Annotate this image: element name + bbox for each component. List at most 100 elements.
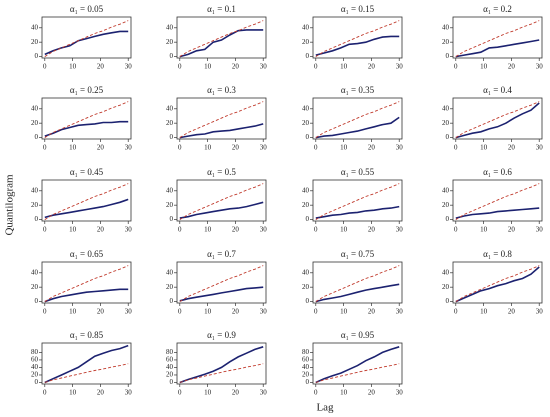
plot-frame [452, 261, 543, 304]
x-tick-label: 30 [396, 226, 404, 234]
x-tick-label: 10 [204, 389, 212, 397]
series-line [44, 344, 129, 384]
x-tick-label: 0 [454, 226, 458, 234]
x-tick-label: 0 [43, 63, 47, 71]
series-line [315, 265, 400, 302]
x-tick-label: 20 [97, 389, 105, 397]
x-tick-label: 0 [178, 389, 182, 397]
x-axis-label: Lag [316, 402, 334, 414]
subplot-title: α₁ = 0.3 [207, 85, 236, 95]
x-tick-label: 30 [536, 144, 544, 152]
series-line [179, 101, 264, 138]
plot-frame [312, 261, 403, 304]
x-tick-label: 10 [340, 63, 348, 71]
y-tick-label: 0 [306, 215, 310, 223]
y-tick-label: 40 [31, 268, 39, 276]
y-tick-label: 20 [302, 371, 310, 379]
series-line [455, 183, 540, 220]
y-tick-label: 20 [302, 283, 310, 291]
y-tick-label: 0 [170, 215, 174, 223]
x-tick-label: 0 [314, 144, 318, 152]
y-tick-label: 40 [442, 186, 450, 194]
x-tick-label: 20 [368, 226, 376, 234]
x-tick-label: 30 [125, 308, 133, 316]
x-tick-label: 0 [43, 226, 47, 234]
x-tick-label: 30 [125, 144, 133, 152]
x-tick-label: 20 [232, 226, 240, 234]
y-tick-label: 0 [170, 52, 174, 60]
y-tick-label: 20 [31, 201, 39, 209]
y-tick-label: 80 [31, 348, 39, 356]
y-tick-label: 40 [166, 23, 174, 31]
x-tick-label: 10 [204, 226, 212, 234]
x-tick-label: 10 [480, 308, 488, 316]
y-tick-label: 0 [306, 378, 310, 386]
x-tick-label: 10 [204, 63, 212, 71]
series-line [315, 205, 400, 219]
y-tick-label: 0 [170, 378, 174, 386]
x-tick-label: 10 [69, 144, 77, 152]
x-tick-label: 30 [260, 389, 268, 397]
x-tick-label: 0 [314, 308, 318, 316]
plot-frame [452, 16, 543, 59]
y-tick-label: 40 [166, 186, 174, 194]
y-tick-label: 40 [302, 104, 310, 112]
subplot-title: α₁ = 0.1 [207, 4, 236, 14]
x-tick-label: 10 [480, 63, 488, 71]
y-tick-label: 40 [31, 23, 39, 31]
x-tick-label: 30 [396, 144, 404, 152]
subplot-title: α₁ = 0.9 [207, 330, 236, 340]
y-tick-label: 60 [31, 356, 39, 364]
x-tick-label: 30 [536, 63, 544, 71]
plot-frame [176, 342, 267, 385]
plot-frame [41, 16, 132, 59]
x-tick-label: 30 [260, 308, 268, 316]
y-tick-label: 0 [170, 133, 174, 141]
x-tick-label: 30 [396, 389, 404, 397]
x-tick-label: 0 [43, 144, 47, 152]
x-tick-label: 20 [97, 226, 105, 234]
x-tick-label: 20 [368, 308, 376, 316]
y-tick-label: 60 [166, 356, 174, 364]
x-tick-label: 30 [125, 389, 133, 397]
x-tick-label: 20 [368, 389, 376, 397]
x-tick-label: 0 [314, 226, 318, 234]
x-tick-label: 20 [508, 63, 516, 71]
subplot-title: α₁ = 0.55 [341, 167, 375, 177]
series-line [179, 183, 264, 220]
y-tick-label: 0 [35, 133, 39, 141]
subplot-title: α₁ = 0.45 [70, 167, 104, 177]
plot-frame [176, 16, 267, 59]
y-tick-label: 20 [31, 371, 39, 379]
y-tick-label: 0 [446, 297, 450, 305]
y-tick-label: 0 [306, 133, 310, 141]
y-tick-label: 0 [446, 215, 450, 223]
x-tick-label: 10 [69, 226, 77, 234]
series-line [315, 35, 400, 56]
x-tick-label: 30 [396, 308, 404, 316]
y-tick-label: 20 [166, 283, 174, 291]
x-tick-label: 0 [178, 144, 182, 152]
series-line [44, 363, 129, 383]
series-line [179, 286, 264, 302]
y-tick-label: 20 [302, 38, 310, 46]
x-tick-label: 0 [178, 308, 182, 316]
series-line [315, 116, 400, 139]
y-tick-label: 40 [166, 268, 174, 276]
plot-frame [41, 97, 132, 140]
series-line [315, 346, 400, 384]
x-tick-label: 0 [43, 389, 47, 397]
y-tick-label: 40 [302, 268, 310, 276]
plot-frame [176, 97, 267, 140]
x-tick-label: 30 [396, 63, 404, 71]
x-tick-label: 30 [125, 226, 133, 234]
x-tick-label: 10 [69, 308, 77, 316]
plot-frame [41, 342, 132, 385]
series-line [44, 20, 129, 57]
x-tick-label: 20 [508, 308, 516, 316]
x-tick-label: 0 [454, 63, 458, 71]
x-tick-label: 0 [43, 308, 47, 316]
subplot-title: α₁ = 0.35 [341, 85, 375, 95]
subplot-title: α₁ = 0.95 [341, 330, 375, 340]
y-tick-label: 0 [446, 52, 450, 60]
